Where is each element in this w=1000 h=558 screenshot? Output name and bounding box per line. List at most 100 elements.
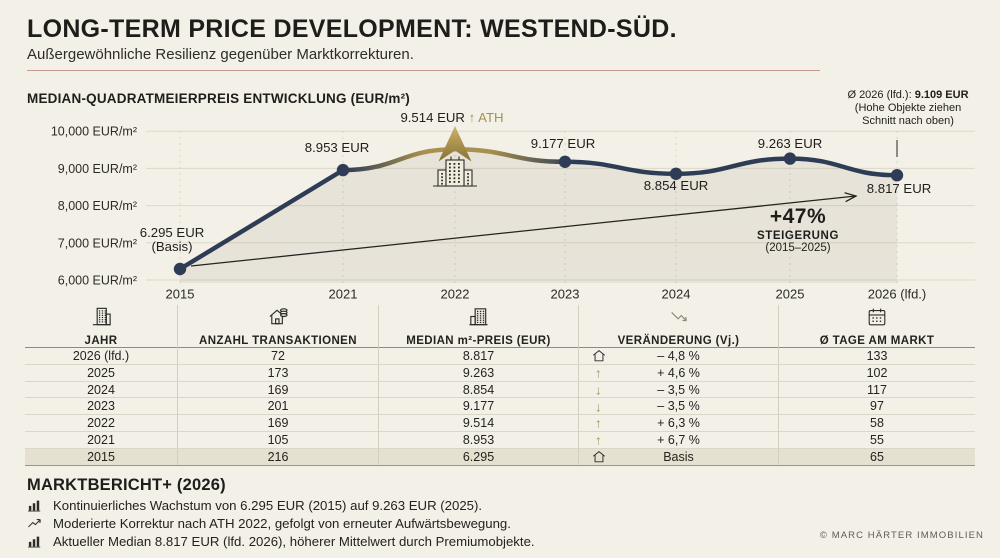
x-axis-label: 2025 [776,287,805,302]
column-label: Ø TAGE AM MARKT [819,335,935,347]
change-value: Basis [663,449,694,464]
days-on-market-cell: 65 [778,448,975,466]
x-axis-label: 2024 [662,287,691,302]
trend-line-icon [27,516,44,531]
arrow-down-icon: ↓ [595,382,602,398]
change-value: – 3,5 % [657,382,700,397]
x-axis-label: 2015 [166,287,195,302]
growth-range: (2015–2025) [765,242,831,254]
point-label: 6.295 EUR [140,225,205,240]
column-header: Ø TAGE AM MARKT [778,305,975,351]
data-point [558,155,572,168]
bar-chart-icon [27,534,44,549]
change-value: + 6,7 % [657,432,700,447]
table-row: 2026 (lfd.) 72 8.817 – 4,8 % 133 [25,348,975,365]
change-cell: ↑ + 6,3 % [578,415,778,432]
building-icon [433,156,477,187]
table-row: 2023 201 9.177 ↓ – 3,5 % 97 [25,398,975,416]
median-price-cell: 9.177 [378,398,578,415]
y-axis-label: 8,000 EUR/m² [58,199,137,213]
market-report-item: Aktueller Median 8.817 EUR (lfd. 2026), … [27,534,535,549]
page-subtitle: Außergewöhnliche Resilienz gegenüber Mar… [27,46,414,63]
year-cell: 2022 [87,416,115,431]
x-axis-label: 2026 (lfd.) [868,287,927,302]
calendar-icon [866,306,888,333]
change-cell: Basis [578,448,778,466]
column-label: VERÄNDERUNG (Vj.) [617,335,740,347]
data-point [173,262,187,276]
column-header: JAHR [25,305,177,351]
median-price-cell: 9.263 [378,364,578,382]
market-report-text: Aktueller Median 8.817 EUR (lfd. 2026), … [53,534,535,549]
column-header: ANZAHL TRANSAKTIONEN [177,305,378,351]
x-axis-label: 2023 [551,287,580,302]
x-axis-label: 2022 [441,287,470,302]
data-point [783,152,797,165]
median-price-cell: 9.514 [378,415,578,432]
growth-annotation: +47% STEIGERUNG (2015–2025) [731,205,865,254]
ath-marker-icon [438,126,472,162]
days-on-market-cell: 133 [778,348,975,365]
point-label: 8.817 EUR [867,181,932,196]
avg-annotation-value: 9.109 EUR [914,89,969,101]
table-row: 2022 169 9.514 ↑ + 6,3 % 58 [25,415,975,432]
table-row: 2015 216 6.295 Basis 65 [25,448,975,466]
column-label: JAHR [84,335,118,347]
market-report-title: MARKTBERICHT+ (2026) [27,476,226,494]
table-row: 2024 169 8.854 ↓ – 3,5 % 117 [25,381,975,399]
table-row: 2025 173 9.263 ↑ + 4,6 % 102 [25,364,975,382]
median-price-cell: 6.295 [378,448,578,466]
change-cell: ↓ – 3,5 % [578,381,778,398]
market-report-notes: MARKTBERICHT+ (2026) Kontinuierliches Wa… [27,476,535,549]
growth-label: STEIGERUNG [756,230,840,242]
column-label: MEDIAN m²-PREIS (EUR) [406,335,551,347]
change-cell: ↑ + 4,6 % [578,364,778,382]
change-cell: ↓ – 3,5 % [578,398,778,415]
arrow-up-icon: ↑ [595,432,602,448]
arrow-up-icon: ↑ [595,365,602,381]
point-label: 8.953 EUR [305,140,370,155]
median-price-cell: 8.817 [378,348,578,365]
days-on-market-cell: 55 [778,431,975,449]
change-value: – 3,5 % [657,399,700,414]
year-cell: 2024 [87,382,115,397]
transactions-cell: 201 [177,398,378,415]
column-label: ANZAHL TRANSAKTIONEN [199,335,357,347]
change-value: – 4,8 % [657,349,700,363]
growth-percent: +47% [769,205,827,228]
change-trend-icon [668,306,690,333]
market-report-item: Kontinuierliches Wachstum von 6.295 EUR … [27,498,535,513]
year-cell: 2015 [87,449,115,464]
change-value: + 6,3 % [657,416,700,431]
change-cell: ↑ + 6,7 % [578,431,778,449]
transactions-cell: 169 [177,381,378,398]
days-on-market-cell: 97 [778,398,975,415]
y-axis-label: 7,000 EUR/m² [58,236,137,250]
ath-flag: ↑ ATH [465,110,504,125]
header-rule [27,70,820,71]
point-label: 9.514 EUR ↑ ATH [400,110,503,125]
page-title: LONG-TERM PRICE DEVELOPMENT: WESTEND-SÜD… [27,15,677,43]
median-price-cell: 8.953 [378,431,578,449]
y-axis-label: 9,000 EUR/m² [58,162,137,176]
avg-annotation-prefix: Ø 2026 (lfd.): [847,89,912,101]
point-label: 8.854 EUR [644,178,709,193]
point-sublabel: (Basis) [151,239,192,254]
table-header-row: JAHR ANZAHL TRANSAKTIONEN MEDIAN m²-PREIS … [25,305,975,351]
transactions-cell: 169 [177,415,378,432]
copyright: © MARC HÄRTER IMMOBILIEN [819,530,984,541]
average-price-annotation: Ø 2026 (lfd.): 9.109 EUR (Hohe Objekte z… [823,89,993,128]
x-axis-label: 2021 [329,287,358,302]
market-report-text: Moderierte Korrektur nach ATH 2022, gefo… [53,516,511,531]
y-axis-label: 10,000 EUR/m² [51,125,137,139]
year-cell: 2023 [87,399,115,414]
arrow-down-icon: ↓ [595,399,602,415]
data-point [890,169,904,182]
avg-annotation-line2: (Hohe Objekte ziehen [854,102,962,114]
year-cell: 2026 (lfd.) [72,349,130,363]
transactions-cell: 216 [177,448,378,466]
column-header: MEDIAN m²-PREIS (EUR) [378,305,578,351]
price-line [177,147,900,272]
change-cell: – 4,8 % [578,348,778,365]
